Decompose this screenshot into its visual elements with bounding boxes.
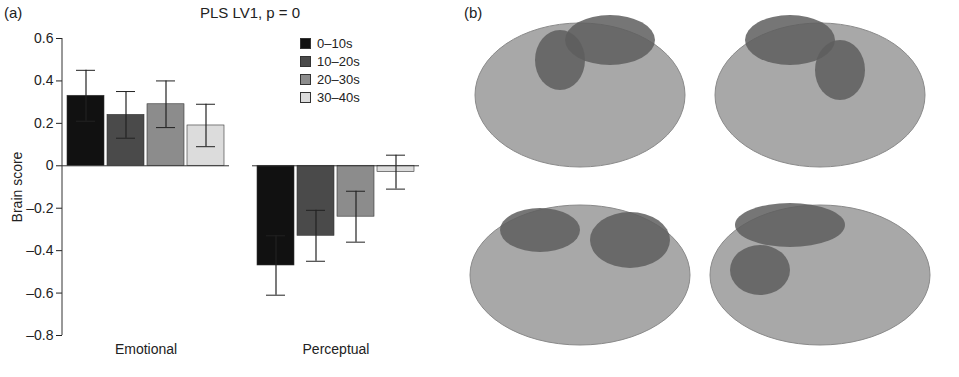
svg-text:0.4: 0.4	[34, 72, 54, 88]
html-text:(a): (a)	[4, 4, 23, 21]
svg-text:0.6: 0.6	[34, 30, 54, 46]
svg-text:Emotional: Emotional	[115, 341, 177, 357]
svg-text:0: 0	[46, 157, 54, 173]
html-text:30–40s: 30–40s	[317, 90, 360, 105]
html-text:10–20s: 10–20s	[317, 54, 360, 69]
svg-text:–0.6: –0.6	[26, 285, 53, 301]
svg-text:–0.4: –0.4	[26, 242, 53, 258]
html-text:20–30s: 20–30s	[317, 72, 360, 87]
svg-text:Brain score: Brain score	[9, 151, 25, 222]
svg-text:–0.8: –0.8	[26, 327, 53, 343]
svg-text:–0.2: –0.2	[26, 200, 53, 216]
html-text:(b): (b)	[464, 4, 483, 21]
html-text:0–10s: 0–10s	[317, 36, 353, 51]
svg-text:0.2: 0.2	[34, 115, 54, 131]
svg-text:Perceptual: Perceptual	[303, 341, 370, 357]
html-text:PLS LV1, p = 0: PLS LV1, p = 0	[199, 4, 301, 21]
